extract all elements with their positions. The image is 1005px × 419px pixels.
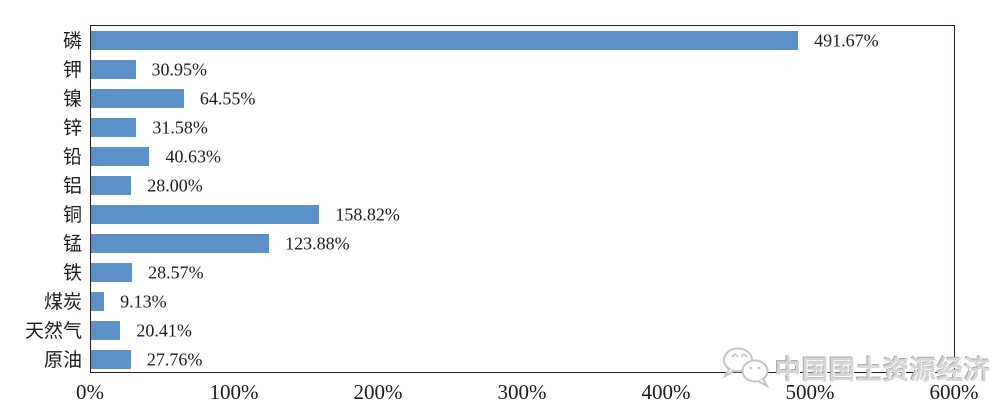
bar-row: 30.95% xyxy=(91,55,954,84)
plot-area: 491.67% 30.95% 64.55% 31.58% 40.63% 28.00% 158… xyxy=(90,25,955,373)
category-label: 煤炭 xyxy=(43,292,82,313)
bar-row: 28.57% xyxy=(91,258,954,287)
category-label: 锰 xyxy=(62,234,82,255)
bar xyxy=(91,350,131,369)
watermark: 中国国土资源经济 xyxy=(720,346,991,390)
category-label: 磷 xyxy=(62,31,82,52)
bar xyxy=(91,31,799,50)
category-label: 铝 xyxy=(62,176,82,197)
bar xyxy=(91,292,105,311)
x-tick-label: 0% xyxy=(76,380,104,404)
bar xyxy=(91,205,320,224)
category-label: 原油 xyxy=(43,350,82,371)
bar xyxy=(91,321,121,340)
category-label: 铜 xyxy=(62,205,82,226)
value-label: 9.13% xyxy=(120,291,167,311)
value-label: 40.63% xyxy=(165,146,221,166)
category-label: 钾 xyxy=(62,60,82,81)
value-label: 30.95% xyxy=(151,59,208,79)
bar-row: 31.58% xyxy=(91,113,954,142)
x-tick-label: 500% xyxy=(785,380,835,404)
value-label: 20.41% xyxy=(136,320,192,340)
x-axis-labels: 0% 100% 200% 300% 400% 500% 600% xyxy=(76,380,979,410)
wechat-icon xyxy=(722,347,770,389)
x-tick-label: 600% xyxy=(929,380,979,404)
bar xyxy=(91,118,137,137)
category-label: 锌 xyxy=(62,118,82,139)
value-label: 64.55% xyxy=(199,88,256,108)
bar-row: 123.88% xyxy=(91,229,954,258)
x-tick-label: 200% xyxy=(353,380,403,404)
bar-row: 64.55% xyxy=(91,84,954,113)
bar-row: 158.82% xyxy=(91,200,954,229)
category-label: 铅 xyxy=(62,147,82,168)
value-label: 28.00% xyxy=(147,175,203,195)
x-tick-label: 400% xyxy=(641,380,691,404)
value-label: 31.58% xyxy=(152,117,208,137)
bar-row: 9.13% xyxy=(91,287,954,316)
category-label: 镍 xyxy=(62,89,82,110)
value-label: 123.88% xyxy=(285,233,350,253)
watermark-text: 中国国土资源经济 xyxy=(775,355,992,385)
bar-row: 491.67% xyxy=(91,26,954,55)
value-label: 491.67% xyxy=(814,30,879,50)
x-tick-label: 300% xyxy=(497,380,547,404)
bar xyxy=(91,89,184,108)
bar xyxy=(91,263,133,282)
bar-row: 40.63% xyxy=(91,142,954,171)
x-tick-label: 100% xyxy=(209,380,259,404)
bar xyxy=(91,147,150,166)
y-axis-labels: 磷钾镍锌铅铝铜锰铁煤炭天然气原油 xyxy=(0,25,82,373)
category-label: 铁 xyxy=(62,263,82,284)
bar xyxy=(91,176,132,195)
bar xyxy=(91,60,136,79)
bar-row: 27.76% xyxy=(91,345,954,374)
value-label: 158.82% xyxy=(335,204,400,224)
value-label: 27.76% xyxy=(146,349,203,369)
bar xyxy=(91,234,270,253)
category-label: 天然气 xyxy=(24,321,82,342)
value-label: 28.57% xyxy=(148,262,204,282)
bar-row: 20.41% xyxy=(91,316,954,345)
bar-row: 28.00% xyxy=(91,171,954,200)
